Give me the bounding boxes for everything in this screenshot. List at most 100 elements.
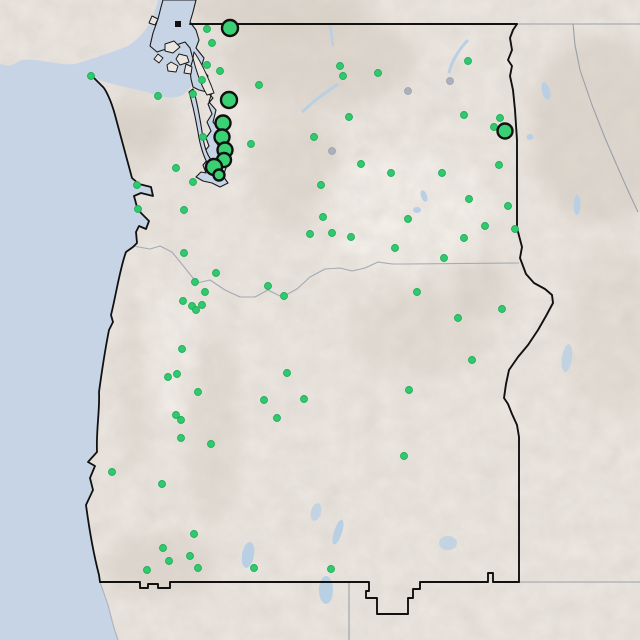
event-marker-small[interactable] — [177, 434, 185, 442]
idaho-lake-south — [561, 344, 573, 372]
event-marker-large[interactable] — [496, 122, 514, 140]
event-marker-small[interactable] — [133, 181, 141, 189]
whidbey-island — [192, 51, 215, 96]
event-marker-small[interactable] — [180, 249, 188, 257]
large-markers-group[interactable] — [204, 18, 514, 182]
event-marker-small[interactable] — [357, 160, 365, 168]
event-marker-small[interactable] — [511, 225, 519, 233]
event-marker-small[interactable] — [345, 113, 353, 121]
event-marker-small[interactable] — [336, 62, 344, 70]
event-marker-large[interactable] — [220, 18, 240, 38]
event-marker-small[interactable] — [180, 206, 188, 214]
event-marker-small[interactable] — [212, 269, 220, 277]
event-marker-small[interactable] — [405, 386, 413, 394]
event-marker-small[interactable] — [177, 416, 185, 424]
orcas-island — [175, 53, 190, 66]
event-marker-small[interactable] — [460, 111, 468, 119]
event-marker-small[interactable] — [143, 566, 151, 574]
event-marker-small[interactable] — [273, 414, 281, 422]
gray-station-marker — [328, 147, 336, 155]
state-lines-layer — [99, 23, 640, 640]
event-marker-small[interactable] — [317, 181, 325, 189]
event-marker-small[interactable] — [391, 244, 399, 252]
event-marker-small[interactable] — [173, 370, 181, 378]
event-marker-small[interactable] — [460, 234, 468, 242]
small-markers-group[interactable] — [87, 25, 519, 574]
event-marker-small[interactable] — [496, 114, 504, 122]
event-marker-small[interactable] — [464, 57, 472, 65]
event-marker-small[interactable] — [198, 76, 206, 84]
event-marker-small[interactable] — [186, 552, 194, 560]
event-marker-large[interactable] — [212, 168, 226, 182]
event-marker-small[interactable] — [440, 254, 448, 262]
event-marker-small[interactable] — [247, 140, 255, 148]
event-marker-small[interactable] — [87, 72, 95, 80]
event-marker-small[interactable] — [264, 282, 272, 290]
event-marker-small[interactable] — [216, 67, 224, 75]
event-marker-small[interactable] — [158, 480, 166, 488]
event-marker-small[interactable] — [189, 90, 197, 98]
gray-station-marker — [446, 77, 454, 85]
event-marker-small[interactable] — [250, 564, 258, 572]
event-marker-small[interactable] — [178, 345, 186, 353]
event-marker-small[interactable] — [108, 468, 116, 476]
event-marker-small[interactable] — [194, 388, 202, 396]
event-marker-small[interactable] — [260, 396, 268, 404]
event-marker-small[interactable] — [413, 288, 421, 296]
event-marker-small[interactable] — [495, 161, 503, 169]
lake-abert — [332, 519, 344, 545]
event-marker-small[interactable] — [481, 222, 489, 230]
event-marker-small[interactable] — [207, 440, 215, 448]
harney-lake — [439, 536, 457, 550]
event-marker-small[interactable] — [504, 202, 512, 210]
event-marker-small[interactable] — [438, 169, 446, 177]
event-marker-small[interactable] — [306, 230, 314, 238]
event-marker-small[interactable] — [374, 69, 382, 77]
event-marker-small[interactable] — [198, 301, 206, 309]
event-marker-small[interactable] — [498, 305, 506, 313]
event-marker-small[interactable] — [134, 205, 142, 213]
columbia-river-border — [132, 245, 520, 298]
event-marker-small[interactable] — [191, 278, 199, 286]
event-marker-small[interactable] — [179, 297, 187, 305]
event-marker-small[interactable] — [319, 213, 327, 221]
goose-lake — [319, 576, 333, 604]
event-marker-small[interactable] — [203, 25, 211, 33]
event-marker-small[interactable] — [347, 233, 355, 241]
event-marker-small[interactable] — [194, 564, 202, 572]
event-marker-small[interactable] — [280, 292, 288, 300]
event-marker-small[interactable] — [283, 369, 291, 377]
event-marker-small[interactable] — [300, 395, 308, 403]
event-marker-small[interactable] — [199, 133, 207, 141]
event-marker-small[interactable] — [310, 133, 318, 141]
islands-layer — [148, 15, 215, 96]
event-marker-small[interactable] — [203, 61, 211, 69]
event-marker-small[interactable] — [328, 229, 336, 237]
event-marker-small[interactable] — [159, 544, 167, 552]
event-marker-small[interactable] — [454, 314, 462, 322]
event-marker-large[interactable] — [219, 90, 239, 110]
event-marker-small[interactable] — [154, 92, 162, 100]
gulf-island — [148, 15, 159, 26]
event-marker-small[interactable] — [404, 215, 412, 223]
event-marker-small[interactable] — [465, 195, 473, 203]
event-marker-small[interactable] — [189, 178, 197, 186]
event-marker-small[interactable] — [327, 565, 335, 573]
event-marker-small[interactable] — [172, 411, 180, 419]
event-marker-small[interactable] — [387, 169, 395, 177]
event-marker-small[interactable] — [165, 557, 173, 565]
event-marker-small[interactable] — [192, 306, 200, 314]
event-marker-small[interactable] — [164, 373, 172, 381]
event-marker-small[interactable] — [201, 288, 209, 296]
event-marker-small[interactable] — [468, 356, 476, 364]
ross-lake — [328, 23, 335, 47]
event-marker-small[interactable] — [400, 452, 408, 460]
event-marker-large[interactable] — [214, 114, 232, 132]
event-marker-small[interactable] — [172, 164, 180, 172]
event-marker-small[interactable] — [190, 530, 198, 538]
event-marker-small[interactable] — [208, 39, 216, 47]
event-marker-small[interactable] — [339, 72, 347, 80]
event-marker-small[interactable] — [255, 81, 263, 89]
